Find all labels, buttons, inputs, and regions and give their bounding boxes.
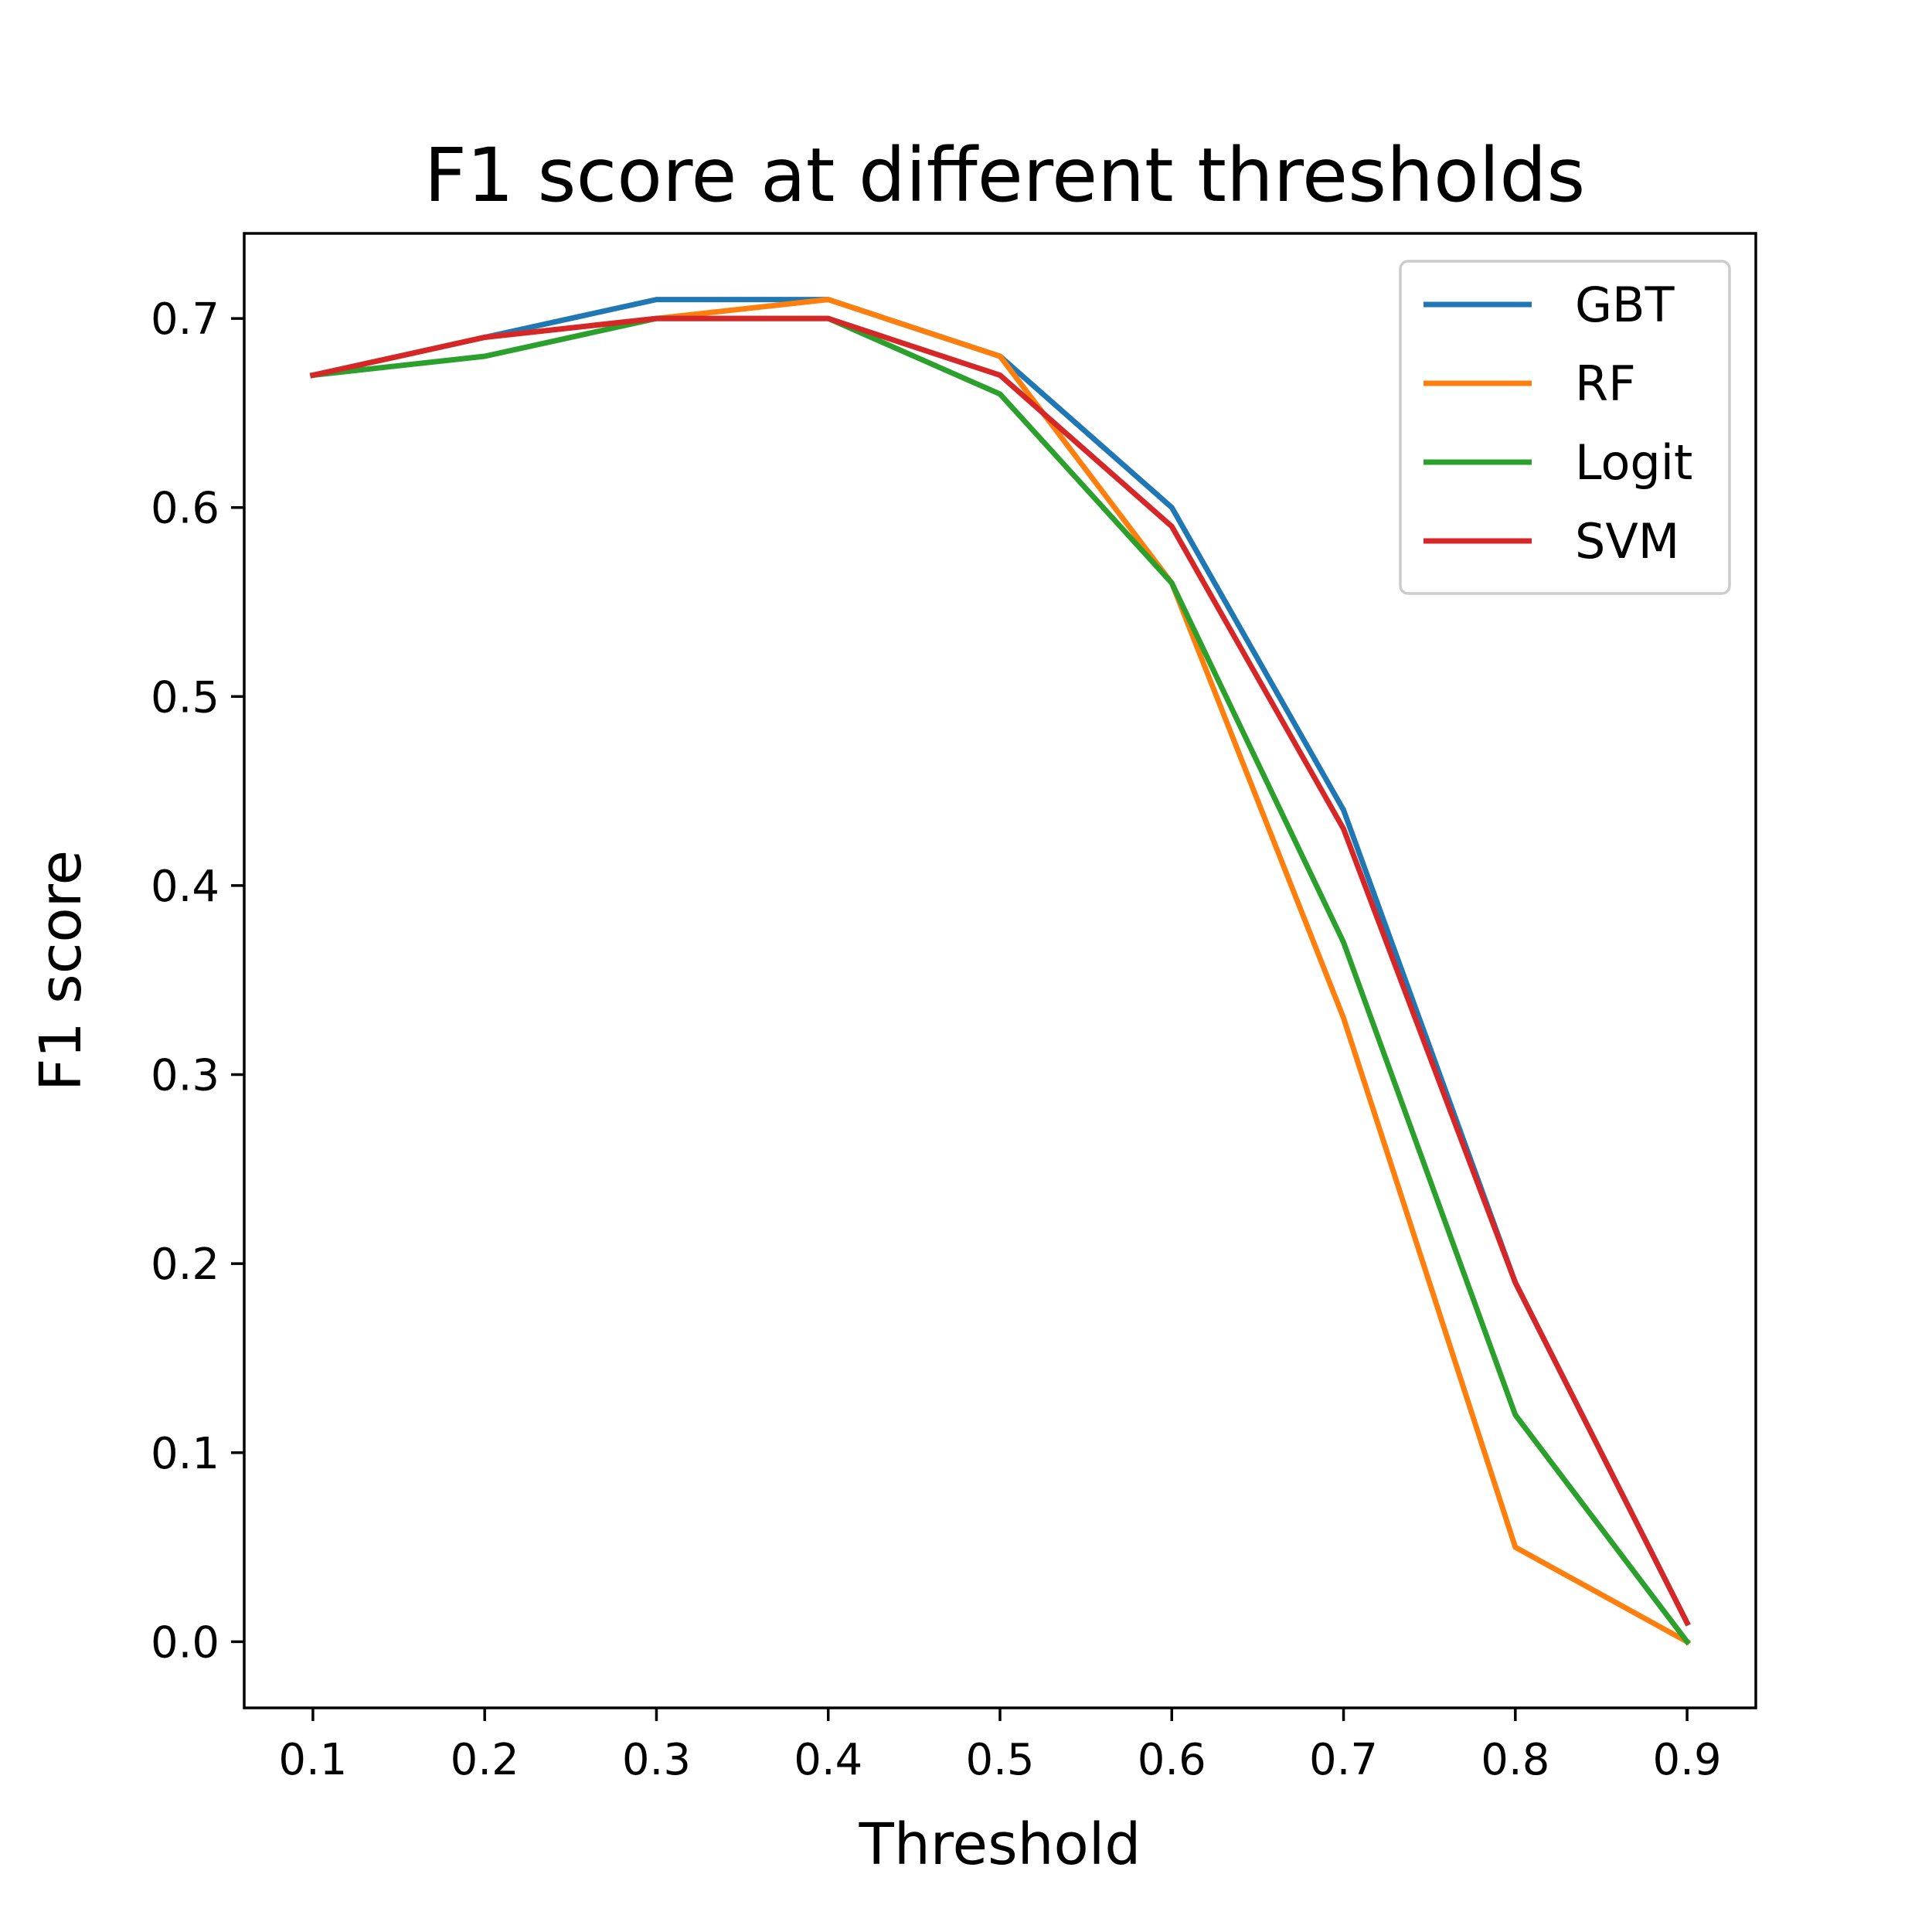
x-tick-label: 0.5 bbox=[965, 1735, 1034, 1785]
y-tick-label: 0.4 bbox=[151, 862, 219, 912]
series-line-svm bbox=[309, 315, 1691, 1627]
legend-label-svm: SVM bbox=[1575, 513, 1679, 570]
legend-label-logit: Logit bbox=[1575, 434, 1692, 491]
y-tick-label: 0.1 bbox=[151, 1429, 219, 1479]
x-tick-label: 0.7 bbox=[1309, 1735, 1378, 1785]
y-tick-label: 0.6 bbox=[151, 484, 219, 534]
x-tick-label: 0.4 bbox=[794, 1735, 862, 1785]
x-tick-label: 0.2 bbox=[451, 1735, 519, 1785]
y-tick-label: 0.3 bbox=[151, 1051, 219, 1101]
legend: GBT RF Logit SVM bbox=[1399, 260, 1731, 595]
y-tick-label: 0.2 bbox=[151, 1240, 219, 1290]
series-line-logit bbox=[310, 315, 1692, 1646]
x-tick-label: 0.9 bbox=[1653, 1735, 1722, 1785]
y-axis-label: F1 score bbox=[28, 850, 94, 1091]
y-tick-label: 0.0 bbox=[151, 1617, 219, 1668]
chart-title: F1 score at different thresholds bbox=[424, 132, 1586, 219]
legend-label-rf: RF bbox=[1575, 355, 1636, 412]
x-tick-label: 0.8 bbox=[1481, 1735, 1549, 1785]
y-tick-label: 0.7 bbox=[151, 294, 219, 345]
x-axis-ticks: 0.1 0.2 0.3 0.4 0.5 0.6 0.7 0.8 0.9 bbox=[278, 1708, 1722, 1785]
y-tick-label: 0.5 bbox=[151, 672, 219, 723]
legend-label-gbt: GBT bbox=[1575, 277, 1675, 333]
x-tick-label: 0.1 bbox=[278, 1735, 347, 1785]
x-axis-label: Threshold bbox=[859, 1811, 1141, 1878]
legend-box bbox=[1399, 260, 1731, 595]
y-axis-ticks: 0.0 0.1 0.2 0.3 0.4 0.5 0.6 0.7 bbox=[151, 294, 244, 1668]
plot-lines bbox=[309, 297, 1692, 1646]
x-tick-label: 0.3 bbox=[622, 1735, 691, 1785]
x-tick-label: 0.6 bbox=[1138, 1735, 1206, 1785]
